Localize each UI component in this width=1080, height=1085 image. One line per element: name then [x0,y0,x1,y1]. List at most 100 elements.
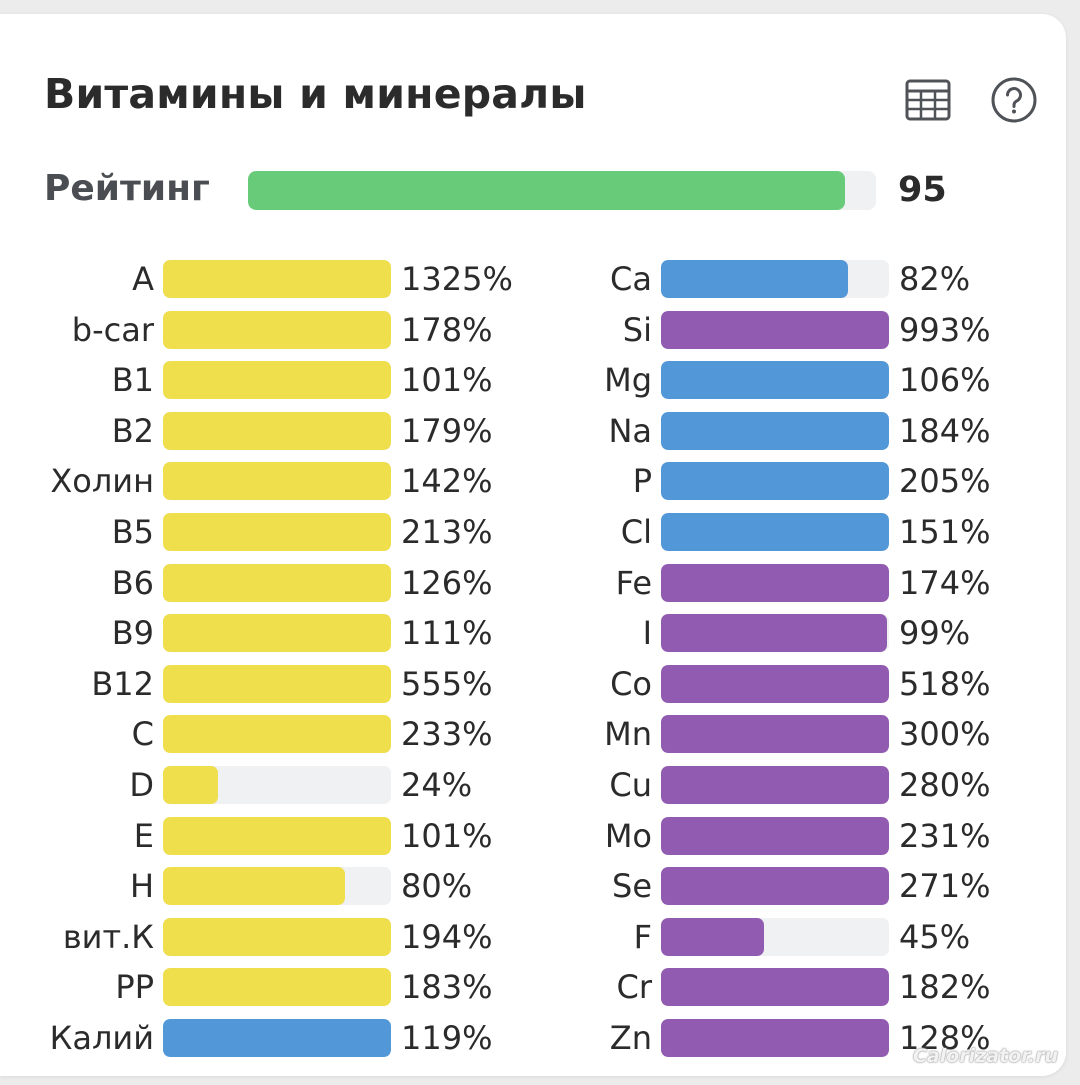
nutrient-label: B12 [91,665,154,703]
nutrient-label: Mn [604,715,652,753]
nutrient-label: Si [622,311,652,349]
nutrient-bar-fill [163,260,391,298]
nutrient-label: B5 [111,513,154,551]
nutrient-value: 184% [899,412,991,450]
help-icon [991,77,1037,123]
nutrient-bar [163,311,391,349]
nutrient-bar-fill [661,715,889,753]
nutrient-label: Se [612,867,652,905]
nutrient-bar-fill [661,918,764,956]
nutrient-bar [661,918,889,956]
nutrient-bar-fill [163,412,391,450]
rating-label: Рейтинг [44,168,210,209]
nutrient-value: 119% [401,1019,493,1057]
nutrient-bar-fill [661,260,848,298]
nutrient-bar [661,766,889,804]
mineral-row: Na 184% [498,411,998,451]
vitamin-row: H 80% [0,866,500,906]
nutrient-bar-fill [661,766,889,804]
table-icon [905,79,951,121]
nutrient-bar [661,665,889,703]
nutrient-bar [163,766,391,804]
nutrient-value: 174% [899,564,991,602]
nutrient-bar-fill [163,513,391,551]
nutrient-bar-fill [163,817,391,855]
mineral-row: Mg 106% [498,360,998,400]
nutrient-bar [163,918,391,956]
nutrient-label: C [131,715,154,753]
rating-bar [248,171,876,210]
nutrient-bar [661,1019,889,1057]
nutrient-bar-fill [163,361,391,399]
nutrient-bar [163,564,391,602]
nutrient-value: 280% [899,766,991,804]
nutrient-bar [661,513,889,551]
nutrient-label: Калий [49,1019,154,1057]
vitamin-row: вит.К 194% [0,917,500,957]
nutrient-value: 194% [401,918,493,956]
nutrient-value: 24% [401,766,473,804]
vitamin-row: Калий 119% [0,1018,500,1058]
nutrient-bar-fill [661,412,889,450]
nutrient-bar [163,462,391,500]
nutrient-label: B9 [111,614,154,652]
nutrient-bar-fill [163,462,391,500]
vitamin-row: B1 101% [0,360,500,400]
mineral-row: Cr 182% [498,967,998,1007]
mineral-row: Mo 231% [498,816,998,856]
nutrient-value: 82% [899,260,971,298]
nutrient-bar [661,817,889,855]
nutrient-value: 99% [899,614,971,652]
vitamin-row: B6 126% [0,563,500,603]
nutrient-label: b-car [71,311,154,349]
nutrient-bar-fill [163,311,391,349]
mineral-row: Ca 82% [498,259,998,299]
nutrient-label: Холин [50,462,154,500]
vitamin-row: A 1325% [0,259,513,299]
vitamin-row: B12 555% [0,664,500,704]
vitamins-minerals-card: Витамины и минералы Рейтинг 95 A 1325% b-c… [0,14,1066,1076]
nutrient-bar [661,361,889,399]
table-view-button[interactable] [904,76,952,124]
nutrient-value: 126% [401,564,493,602]
watermark: Calorizator.ru [912,1045,1058,1067]
nutrient-bar [163,867,391,905]
nutrient-bar-fill [163,968,391,1006]
nutrient-label: Fe [615,564,652,602]
nutrient-value: 271% [899,867,991,905]
nutrient-label: вит.К [62,918,154,956]
nutrient-bar [163,513,391,551]
nutrient-value: 111% [401,614,493,652]
nutrient-label: B6 [111,564,154,602]
nutrient-label: H [129,867,154,905]
nutrient-bar-fill [163,665,391,703]
nutrient-bar [163,817,391,855]
nutrient-value: 101% [401,817,493,855]
nutrient-bar [163,412,391,450]
mineral-row: F 45% [498,917,998,957]
nutrient-value: 1325% [401,260,513,298]
help-button[interactable] [990,76,1038,124]
nutrient-bar [661,564,889,602]
nutrient-bar [661,311,889,349]
nutrient-bar [163,260,391,298]
nutrient-bar-fill [661,665,889,703]
nutrient-bar-fill [163,715,391,753]
nutrient-bar [661,462,889,500]
nutrient-label: Cl [620,513,652,551]
nutrient-bar-fill [661,311,889,349]
nutrient-label: Co [610,665,652,703]
nutrient-value: 151% [899,513,991,551]
nutrient-value: 231% [899,817,991,855]
nutrient-label: E [133,817,154,855]
nutrient-bar-fill [163,918,391,956]
nutrient-bar-fill [163,614,391,652]
rating-value: 95 [898,170,947,210]
nutrient-bar-fill [661,867,889,905]
nutrient-bar [163,614,391,652]
vitamin-row: B9 111% [0,613,500,653]
mineral-row: Co 518% [498,664,998,704]
nutrient-value: 233% [401,715,493,753]
mineral-row: P 205% [498,461,998,501]
nutrient-bar-fill [661,968,889,1006]
